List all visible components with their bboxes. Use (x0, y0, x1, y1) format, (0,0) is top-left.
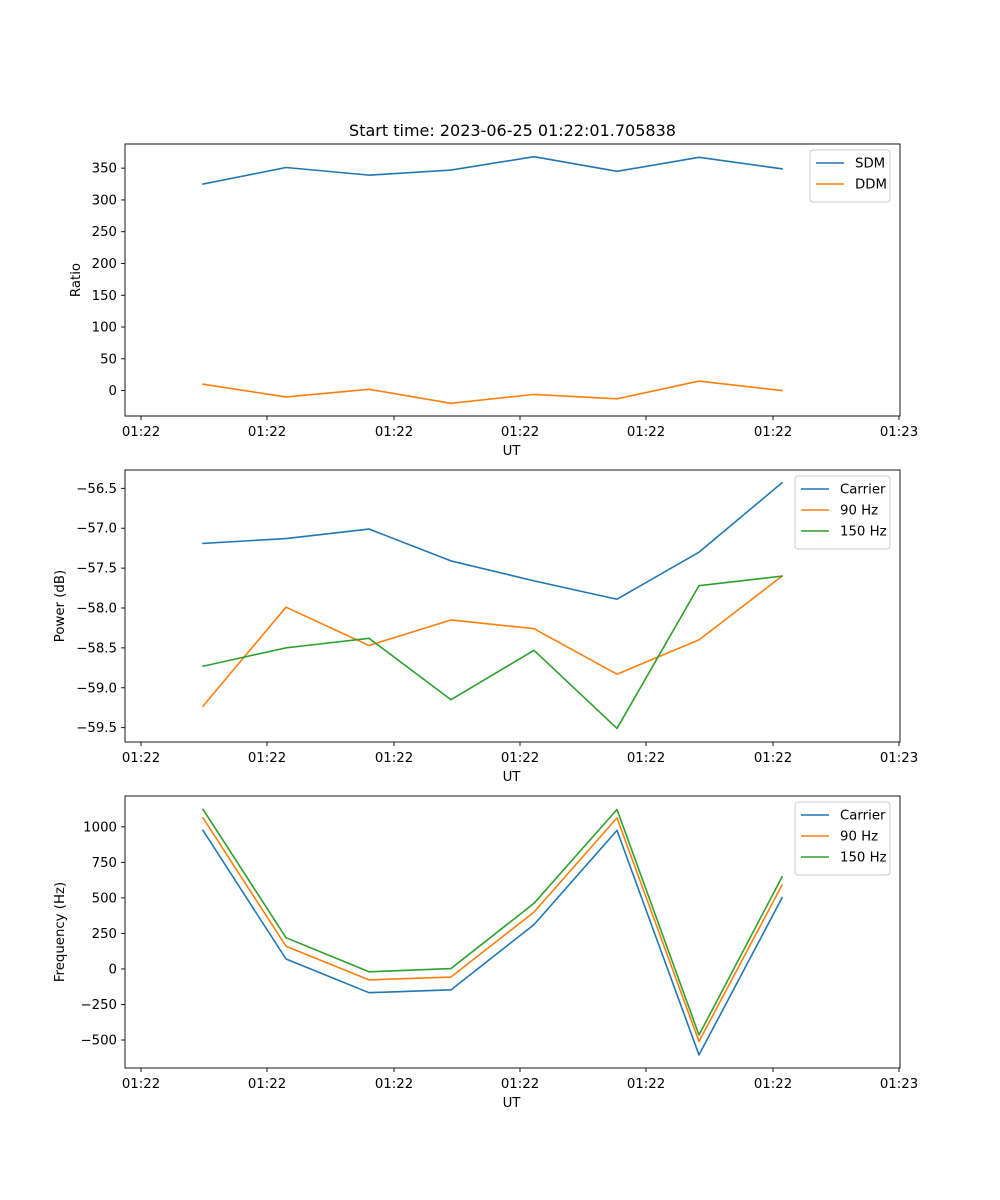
y-axis-label: Ratio (69, 263, 84, 297)
legend-entry: 90 Hz (840, 830, 878, 845)
legend: SDM DDM (809, 149, 891, 203)
x-tick-label: 01:22 (501, 751, 539, 766)
y-tick-label: 50 (100, 352, 117, 367)
x-tick-label: 01:22 (122, 751, 160, 766)
subplot-1: 01:22 01:22 01:22 01:22 01:22 01:22 01:23 0 50 10… (69, 143, 918, 459)
y-tick-label: 0 (109, 384, 117, 399)
axes-frame (124, 795, 901, 1069)
x-tick-label: 01:22 (754, 751, 792, 766)
x-tick-label: 01:23 (880, 1077, 918, 1092)
y-tick-label: −59.5 (76, 721, 117, 736)
x-axis-label: UT (503, 444, 522, 459)
x-tick-label: 01:22 (627, 425, 665, 440)
series-line-carrier (201, 829, 784, 1056)
x-tick-label: 01:22 (248, 751, 286, 766)
x-tick-label: 01:22 (248, 425, 286, 440)
legend-entry: Carrier (840, 483, 886, 498)
y-tick-label: 350 (92, 162, 117, 177)
y-tick-label: 250 (92, 927, 117, 942)
y-tick-label: −57.0 (76, 522, 117, 537)
legend-entry: DDM (855, 178, 887, 193)
axes-frame (124, 143, 901, 417)
subplot-3: 01:22 01:22 01:22 01:22 01:22 01:22 01:23 −500 −… (53, 795, 918, 1111)
y-tick-label: 0 (109, 962, 117, 977)
series-line-90-hz (201, 816, 784, 1043)
y-tick-label: 100 (92, 321, 117, 336)
y-tick-label: −500 (80, 1034, 117, 1049)
y-tick-label: 1000 (83, 820, 117, 835)
x-tick-label: 01:22 (627, 1077, 665, 1092)
series-line-carrier (202, 481, 784, 601)
x-tick-label: 01:22 (375, 751, 413, 766)
legend-entry: Carrier (840, 809, 886, 824)
x-tick-label: 01:22 (501, 1077, 539, 1092)
legend: Carrier 90 Hz 150 Hz (794, 475, 891, 550)
series-line-90-hz (201, 574, 784, 708)
legend-entry: 90 Hz (840, 504, 878, 519)
legend: Carrier 90 Hz 150 Hz (794, 801, 891, 876)
x-axis-label: UT (503, 770, 522, 785)
legend-entry: SDM (855, 157, 885, 172)
y-axis-label: Frequency (Hz) (53, 882, 68, 982)
x-tick-label: 01:22 (375, 425, 413, 440)
series-line-ddm (202, 380, 783, 405)
y-tick-label: 200 (92, 257, 117, 272)
x-tick-label: 01:22 (122, 1077, 160, 1092)
series-line-sdm (202, 155, 783, 185)
y-tick-label: −250 (80, 998, 117, 1013)
y-tick-label: 500 (92, 891, 117, 906)
x-tick-label: 01:22 (627, 751, 665, 766)
x-tick-label: 01:22 (754, 425, 792, 440)
x-tick-label: 01:22 (754, 1077, 792, 1092)
y-tick-label: −56.5 (76, 482, 117, 497)
y-axis-label: Power (dB) (53, 570, 68, 642)
axes-frame (124, 469, 901, 743)
x-tick-label: 01:23 (880, 425, 918, 440)
y-tick-label: 300 (92, 193, 117, 208)
x-tick-label: 01:22 (501, 425, 539, 440)
x-tick-label: 01:22 (122, 425, 160, 440)
series-line-150-hz (202, 575, 783, 730)
legend-entry: 150 Hz (840, 851, 887, 866)
x-tick-label: 01:22 (248, 1077, 286, 1092)
y-tick-label: 150 (92, 289, 117, 304)
subplot-2: 01:22 01:22 01:22 01:22 01:22 01:22 01:23 −59.5… (53, 469, 918, 785)
figure-title: Start time: 2023-06-25 01:22:01.705838 (349, 121, 676, 140)
legend-entry: 150 Hz (840, 525, 887, 540)
x-tick-label: 01:23 (880, 751, 918, 766)
x-axis-label: UT (503, 1096, 522, 1111)
y-tick-label: −59.0 (76, 681, 117, 696)
subplots: 01:22 01:22 01:22 01:22 01:22 01:22 01:23 0 50 10… (53, 143, 918, 1111)
y-tick-label: −57.5 (76, 562, 117, 577)
y-tick-label: 750 (92, 856, 117, 871)
y-tick-label: 250 (92, 225, 117, 240)
y-tick-label: −58.0 (76, 601, 117, 616)
y-tick-label: −58.5 (76, 641, 117, 656)
series-line-150-hz (201, 808, 784, 1036)
x-tick-label: 01:22 (375, 1077, 413, 1092)
